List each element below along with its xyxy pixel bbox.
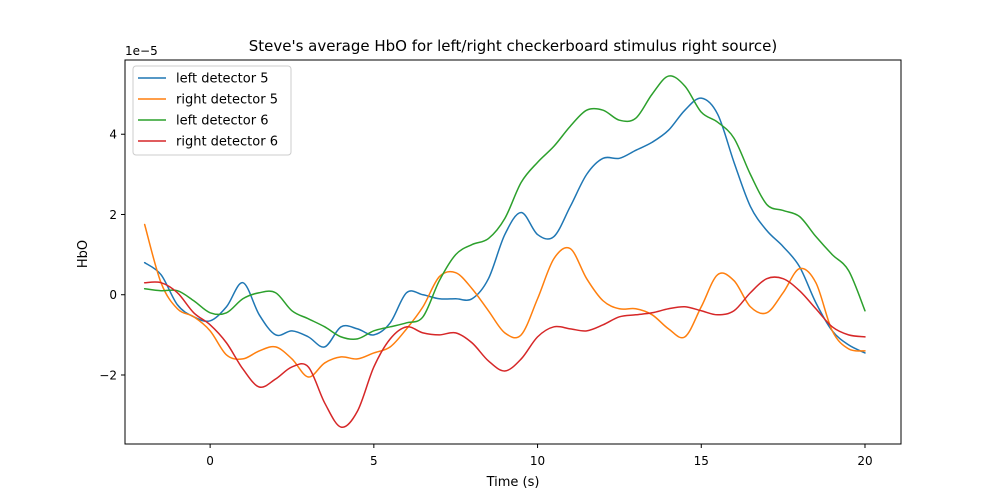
x-tick-label: 15 bbox=[694, 454, 709, 468]
y-axis-label: HbO bbox=[76, 240, 91, 268]
x-tick-label: 0 bbox=[206, 454, 214, 468]
series-line-4 bbox=[143, 276, 866, 429]
series-layer bbox=[143, 75, 866, 429]
y-tick-label: −2 bbox=[99, 368, 117, 382]
series-line-2 bbox=[143, 223, 866, 378]
x-axis-label: Time (s) bbox=[486, 475, 540, 490]
x-tick-label: 20 bbox=[857, 454, 872, 468]
legend-label: right detector 5 bbox=[176, 93, 278, 108]
axis-ticks: 0 5 10 15 20 −2 0 2 4 bbox=[99, 128, 872, 468]
legend-label: right detector 6 bbox=[176, 135, 278, 150]
plot-frame bbox=[124, 59, 902, 445]
chart-title: Steve's average HbO for left/right check… bbox=[249, 37, 778, 55]
plot-area bbox=[143, 75, 866, 429]
legend-label: left detector 6 bbox=[176, 114, 268, 129]
y-axis-offset-text: 1e−5 bbox=[125, 44, 158, 58]
y-tick-label: 0 bbox=[109, 288, 117, 302]
y-tick-label: 2 bbox=[109, 208, 117, 222]
legend-box bbox=[132, 65, 292, 156]
y-tick-label: 4 bbox=[109, 128, 117, 142]
series-line-3 bbox=[143, 75, 866, 341]
legend-label: left detector 5 bbox=[176, 72, 268, 87]
legend: left detector 5 right detector 5 left dete… bbox=[132, 65, 292, 156]
series-line-1 bbox=[143, 97, 866, 354]
x-tick-label: 10 bbox=[530, 454, 545, 468]
x-tick-label: 5 bbox=[370, 454, 378, 468]
